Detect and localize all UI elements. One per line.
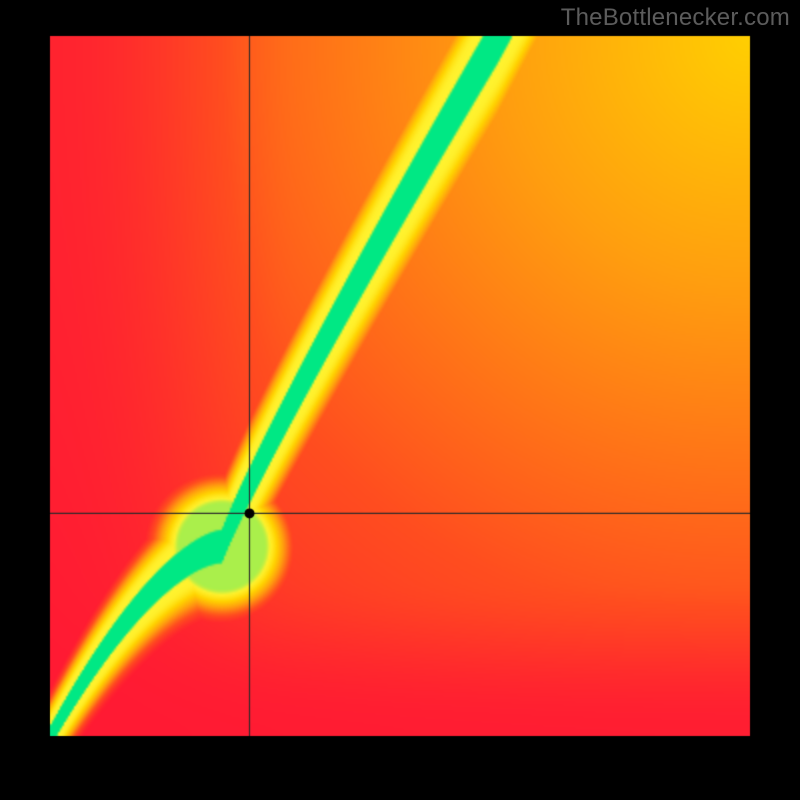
heatmap-canvas [0, 0, 800, 800]
watermark-text: TheBottlenecker.com [561, 4, 790, 32]
